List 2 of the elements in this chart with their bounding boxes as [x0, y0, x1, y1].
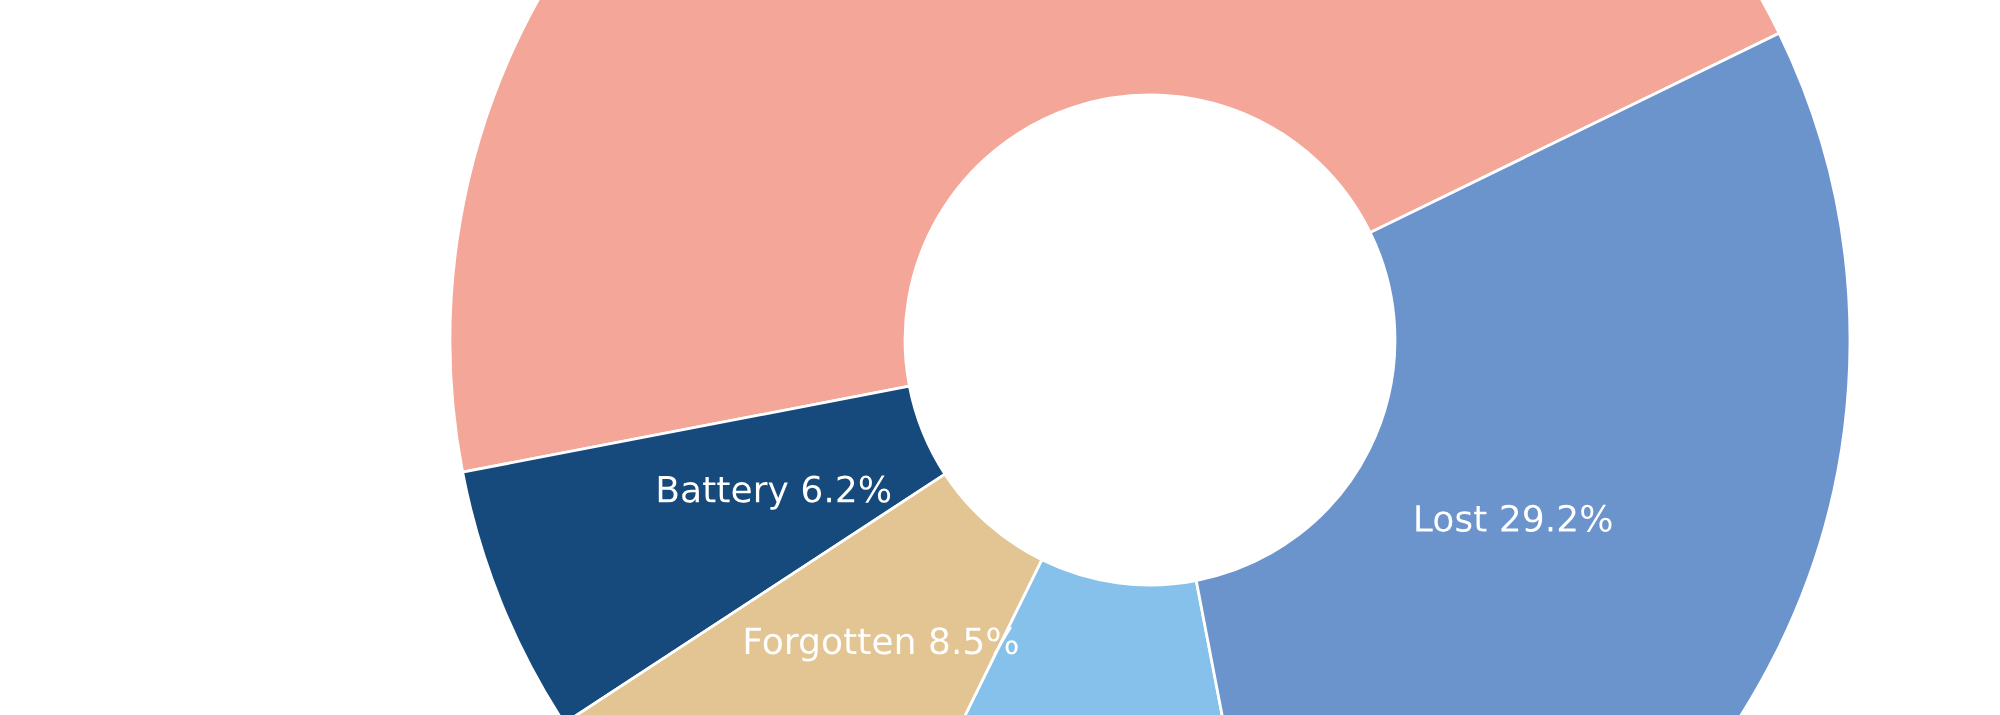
slice-label: Battery 6.2% [658, 475, 891, 510]
slice-label: Lost 29.2% [1416, 504, 1612, 532]
